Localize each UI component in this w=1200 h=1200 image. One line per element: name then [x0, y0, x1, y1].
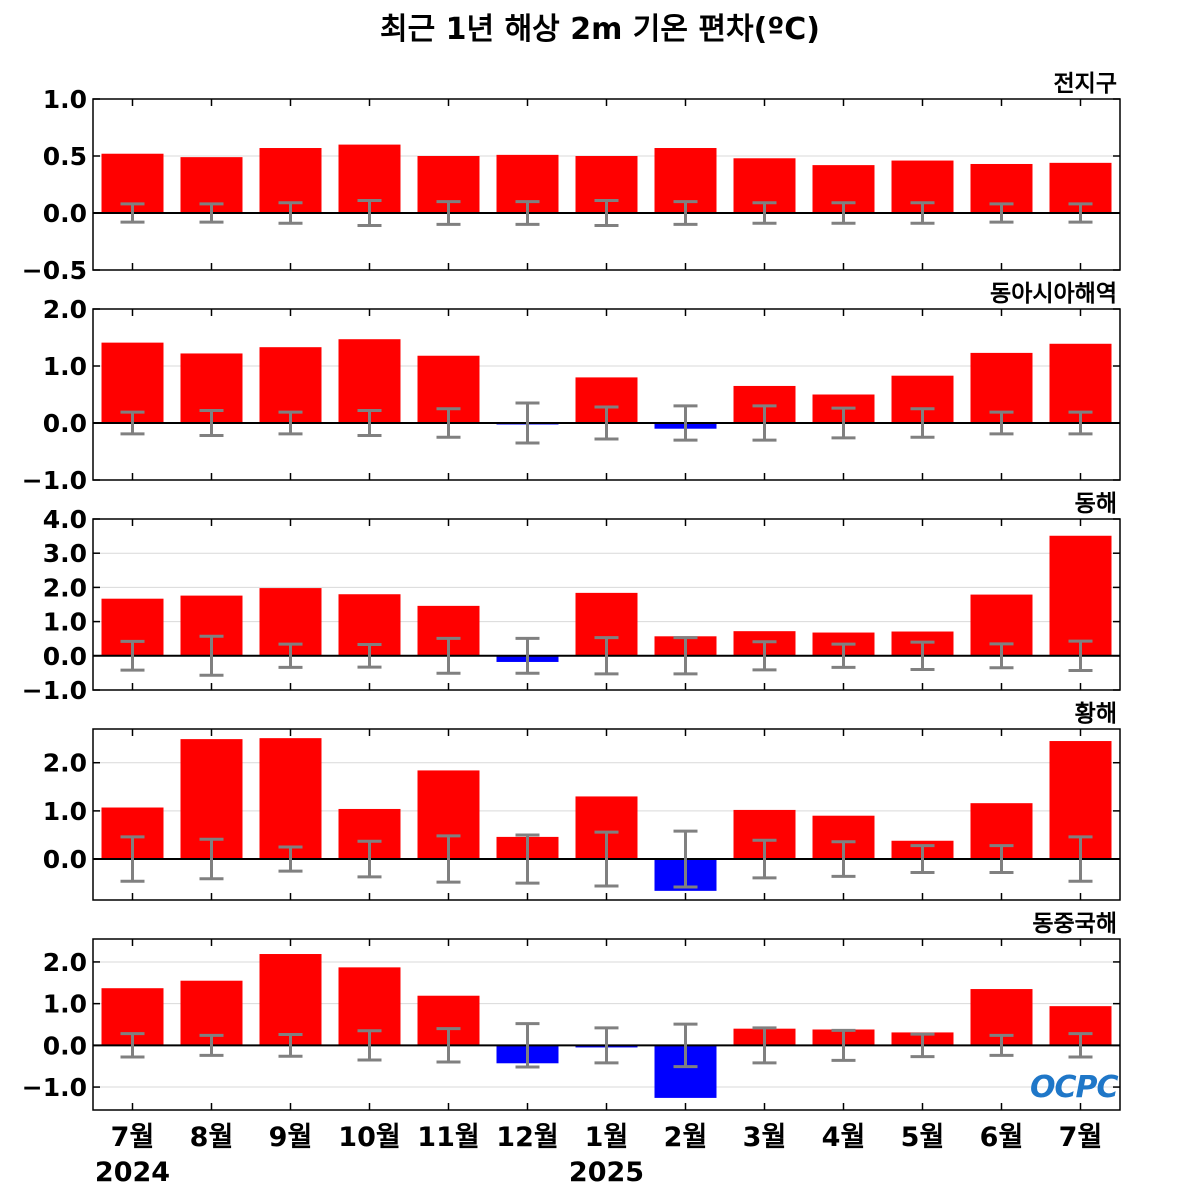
- y-tick-label: 1.0: [43, 608, 87, 637]
- y-tick-label: 2.0: [43, 573, 87, 602]
- year-label: 2025: [569, 1157, 644, 1188]
- bar: [259, 954, 322, 1046]
- y-tick-label: −1.0: [22, 676, 87, 705]
- y-tick-label: 1.0: [43, 990, 87, 1019]
- y-tick-label: 0.0: [43, 1031, 87, 1060]
- y-tick-label: 0.0: [43, 845, 87, 874]
- x-tick-label: 3월: [743, 1122, 787, 1153]
- y-tick-label: 0.5: [43, 142, 87, 171]
- panel-title: 전지구: [1054, 71, 1117, 97]
- panel-frame: [92, 938, 1121, 1111]
- x-tick-label: 2월: [664, 1122, 708, 1153]
- bar: [1049, 343, 1112, 423]
- x-tick-label: 10월: [338, 1122, 400, 1153]
- y-tick-label: −1.0: [22, 1073, 87, 1102]
- y-tick-label: 2.0: [43, 295, 87, 324]
- x-tick-label: 7월: [1059, 1122, 1103, 1153]
- x-tick-label: 12월: [496, 1122, 558, 1153]
- figure-title: 최근 1년 해상 2m 기온 편차(ºC): [380, 12, 820, 47]
- x-tick-label: 6월: [980, 1122, 1024, 1153]
- panel-title: 동해: [1075, 491, 1117, 517]
- x-tick-label: 11월: [417, 1122, 479, 1153]
- y-tick-label: 2.0: [43, 749, 87, 778]
- bar: [1049, 535, 1112, 656]
- y-tick-label: 1.0: [43, 85, 87, 114]
- panel-title: 황해: [1075, 701, 1117, 727]
- bar: [259, 738, 322, 860]
- panel-title: 동아시아해역: [990, 281, 1117, 307]
- x-tick-label: 5월: [901, 1122, 945, 1153]
- y-tick-label: 0.0: [43, 199, 87, 228]
- y-tick-label: 2.0: [43, 948, 87, 977]
- year-label: 2024: [95, 1157, 170, 1188]
- panel-title: 동중국해: [1032, 911, 1117, 937]
- bar: [259, 347, 322, 423]
- y-tick-label: 1.0: [43, 352, 87, 381]
- y-tick-label: 0.0: [43, 409, 87, 438]
- y-tick-label: 3.0: [43, 539, 87, 568]
- y-tick-label: 1.0: [43, 797, 87, 826]
- y-tick-label: −0.5: [22, 256, 87, 285]
- y-tick-label: −1.0: [22, 466, 87, 495]
- y-tick-label: 0.0: [43, 642, 87, 671]
- x-tick-label: 1월: [585, 1122, 629, 1153]
- y-tick-label: 4.0: [43, 505, 87, 534]
- x-tick-label: 7월: [111, 1122, 155, 1153]
- x-tick-label: 8월: [190, 1122, 234, 1153]
- x-tick-label: 9월: [269, 1122, 313, 1153]
- ocpc-logo: OCPC: [1030, 1070, 1119, 1105]
- x-tick-label: 4월: [822, 1122, 866, 1153]
- bar: [101, 342, 164, 423]
